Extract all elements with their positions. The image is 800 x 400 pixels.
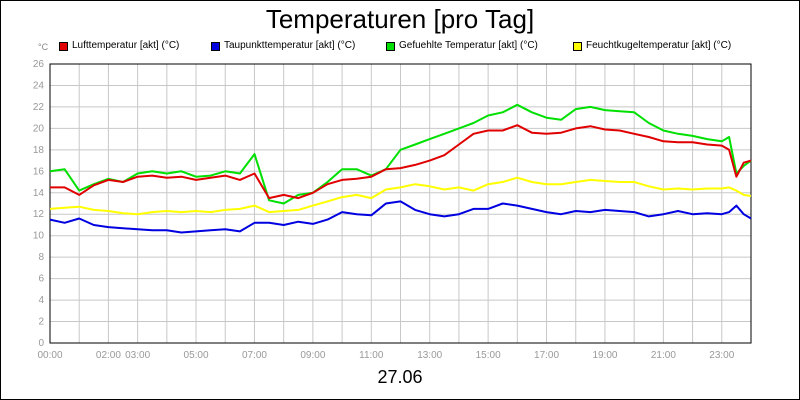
series-line-2 [49, 103, 752, 205]
y-tick-label: 8 [38, 252, 44, 263]
x-tick-label: 15:00 [476, 350, 501, 361]
y-tick-label: 6 [38, 274, 44, 285]
legend-swatch-gefuehlte-temperatur [386, 42, 395, 51]
chart-title: Temperaturen [pro Tag] [265, 4, 535, 34]
plot-border [49, 63, 752, 344]
y-tick-label: 26 [33, 59, 45, 70]
x-tick-label: 23:00 [709, 350, 734, 361]
series-line-3 [49, 176, 752, 216]
x-tick-label: 02:00 [96, 350, 121, 361]
legend-label-lufttemperatur: Lufttemperatur [akt] (°C) [72, 40, 180, 51]
x-tick-label: 05:00 [184, 350, 209, 361]
y-tick-label: 12 [33, 209, 45, 220]
x-axis-label: 27.06 [377, 367, 423, 387]
y-tick-label: 24 [33, 80, 45, 91]
y-tick-label: 18 [33, 145, 45, 156]
legend-swatch-lufttemperatur [59, 42, 68, 51]
legend: Lufttemperatur [akt] (°C) Taupunkttemper… [1, 39, 799, 53]
y-axis-unit: °C [38, 42, 49, 52]
x-tick-label: 19:00 [592, 350, 617, 361]
y-tick-label: 22 [33, 102, 45, 113]
legend-label-taupunkttemperatur: Taupunkttemperatur [akt] (°C) [224, 40, 356, 51]
series-line-1 [49, 200, 752, 234]
x-tick-label: 17:00 [534, 350, 559, 361]
x-tick-label: 00:00 [37, 350, 62, 361]
y-tick-label: 20 [33, 123, 45, 134]
x-tick-label: 03:00 [125, 350, 150, 361]
x-tick-label: 09:00 [300, 350, 325, 361]
legend-swatch-feuchtkugeltemperatur [573, 42, 582, 51]
x-tick-label: 07:00 [242, 350, 267, 361]
y-tick-label: 10 [33, 231, 45, 242]
y-tick-label: 4 [38, 295, 44, 306]
y-tick-label: 2 [38, 317, 44, 328]
y-tick-label: 14 [33, 188, 45, 199]
legend-label-feuchtkugeltemperatur: Feuchtkugeltemperatur [akt] (°C) [586, 40, 732, 51]
x-tick-label: 13:00 [417, 350, 442, 361]
legend-swatch-taupunkttemperatur [211, 42, 220, 51]
series-line-0 [50, 124, 752, 200]
y-tick-label: 0 [38, 338, 44, 349]
y-tick-label: 16 [33, 166, 45, 177]
x-tick-label: 11:00 [359, 350, 384, 361]
x-tick-label: 21:00 [651, 350, 676, 361]
legend-label-gefuehlte-temperatur: Gefuehlte Temperatur [akt] (°C) [399, 40, 538, 51]
